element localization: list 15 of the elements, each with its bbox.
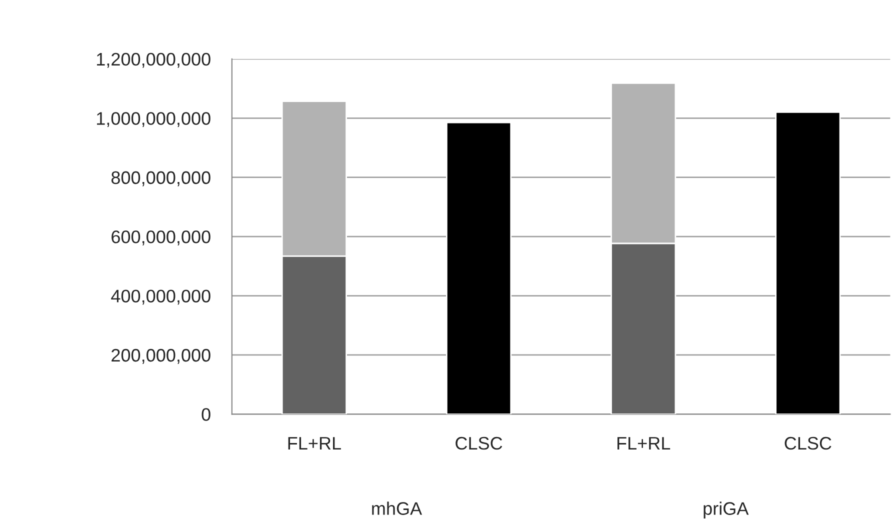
- x-tick-label: FL+RL: [288, 437, 341, 450]
- text: priGA: [704, 502, 749, 519]
- y-tick-label: 800,000,000: [111, 171, 210, 186]
- y-tick-label: 1,200,000,000: [97, 52, 210, 68]
- bar: [446, 122, 512, 414]
- y-tick-label: 400,000,000: [111, 290, 210, 305]
- y-tick-label: 200,000,000: [112, 348, 210, 364]
- y-tick-label: 0: [202, 408, 210, 421]
- y-tick-label: 600,000,000: [112, 230, 210, 246]
- bar: [775, 112, 841, 414]
- y-tick-label: 1,000,000,000: [97, 112, 210, 127]
- x-tick-label: FL+RL: [617, 437, 670, 450]
- x-tick-label: CLSC: [784, 436, 832, 450]
- text: mhGA: [372, 502, 422, 515]
- x-tick-label: CLSC: [456, 436, 502, 450]
